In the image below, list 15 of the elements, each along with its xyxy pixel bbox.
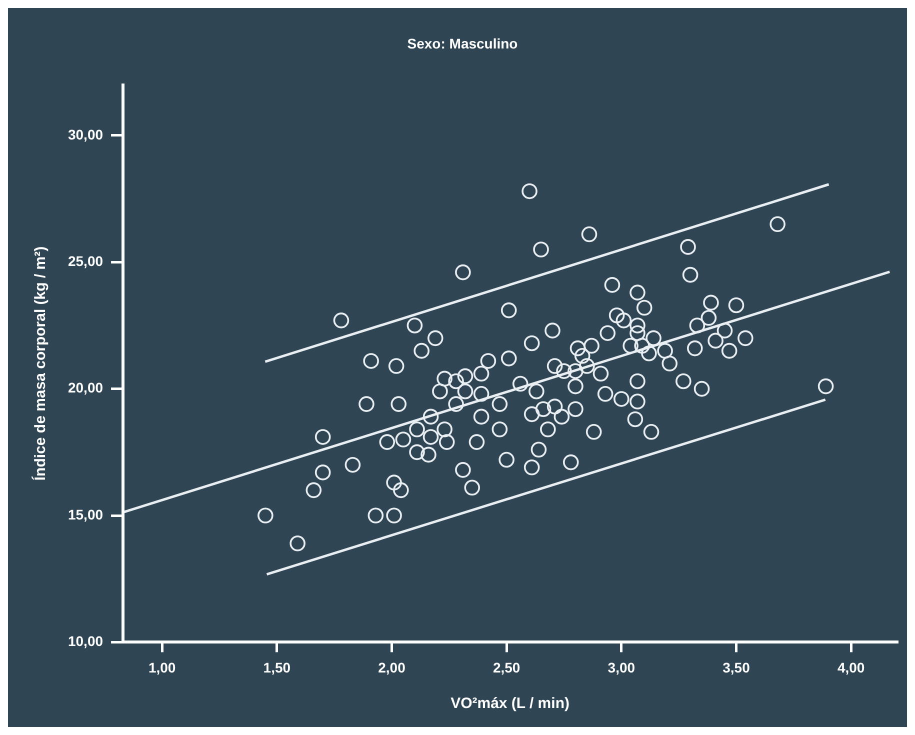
x-tick-label: 1,00 — [148, 659, 176, 676]
y-tick-label: 10,00 — [68, 633, 104, 650]
x-tick-label: 2,50 — [492, 659, 520, 676]
x-tick-label: 4,00 — [837, 659, 865, 676]
x-axis-title: VO²máx (L / min) — [450, 695, 570, 712]
y-axis-title: Índice de masa corporal (kg / m²) — [31, 246, 50, 481]
x-tick-label: 3,00 — [608, 659, 636, 676]
chart-title: Sexo: Masculino — [407, 35, 518, 52]
x-tick-label: 1,50 — [263, 659, 291, 676]
y-tick-label: 30,00 — [68, 126, 104, 142]
y-tick-label: 15,00 — [68, 506, 104, 522]
y-tick-label: 20,00 — [68, 380, 104, 396]
x-tick-label: 2,00 — [378, 659, 406, 676]
x-tick-label: 3,50 — [722, 659, 750, 676]
y-tick-label: 25,00 — [68, 253, 104, 270]
